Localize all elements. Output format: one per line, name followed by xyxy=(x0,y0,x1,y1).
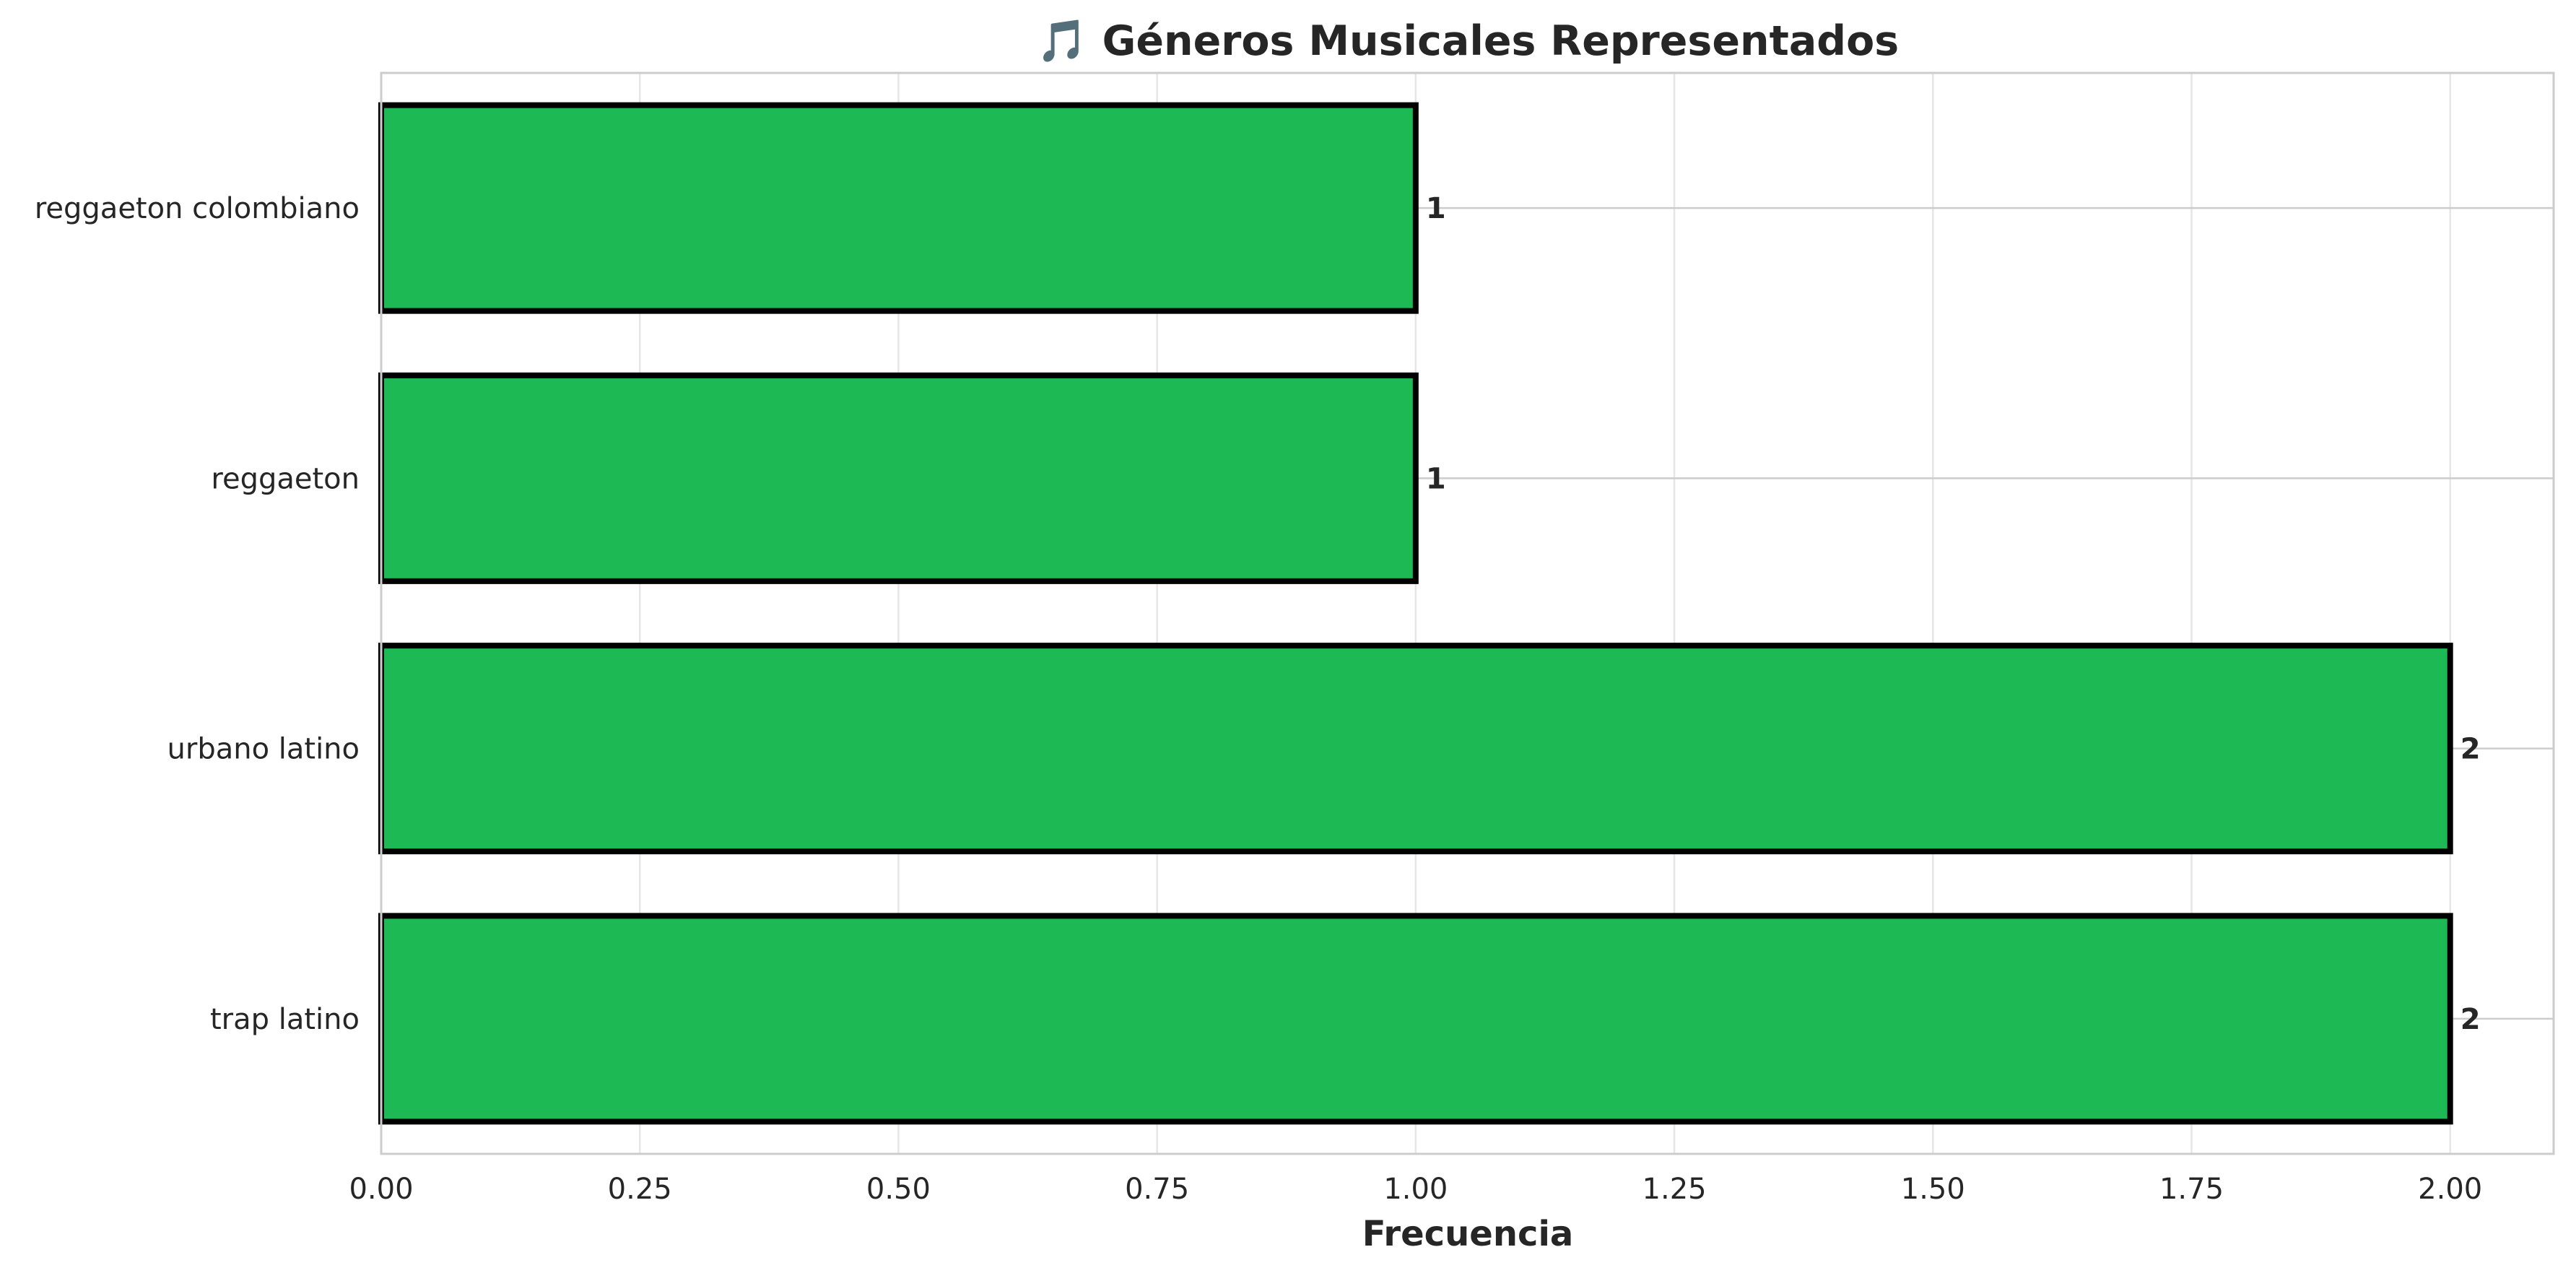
x-tick-label: 1.00 xyxy=(1383,1173,1448,1206)
x-tick-label: 0.75 xyxy=(1125,1173,1189,1206)
y-axis-ticks: reggaeton colombiano reggaeton urbano lati… xyxy=(35,192,360,1036)
y-tick-label: urbano latino xyxy=(167,733,360,766)
bar xyxy=(378,372,1419,584)
y-tick-label: trap latino xyxy=(210,1003,360,1036)
x-tick-label: 2.00 xyxy=(2418,1173,2482,1206)
data-labels: 1 1 2 2 xyxy=(1426,192,2481,1036)
x-tick-label: 1.25 xyxy=(1642,1173,1707,1206)
x-tick-label: 0.50 xyxy=(866,1173,931,1206)
x-tick-label: 1.75 xyxy=(2159,1173,2224,1206)
bar-value-label: 1 xyxy=(1426,192,1446,225)
bar xyxy=(378,913,2453,1125)
bar-value-label: 2 xyxy=(2460,733,2481,766)
x-tick-label: 0.25 xyxy=(608,1173,672,1206)
chart-title: 🎵 Géneros Musicales Representados xyxy=(1037,17,1899,65)
bar xyxy=(378,643,2453,855)
y-tick-label: reggaeton xyxy=(211,462,360,495)
y-tick-label: reggaeton colombiano xyxy=(35,192,360,225)
x-tick-label: 1.50 xyxy=(1901,1173,1965,1206)
x-axis-ticks: 0.00 0.25 0.50 0.75 1.00 1.25 1.50 1.75 2.00 xyxy=(349,1173,2482,1206)
x-axis-title: Frecuencia xyxy=(1362,1214,1574,1254)
bar xyxy=(378,102,1419,314)
x-tick-label: 0.00 xyxy=(349,1173,413,1206)
bar-value-label: 1 xyxy=(1426,462,1446,495)
bars xyxy=(378,102,2453,1125)
bar-value-label: 2 xyxy=(2460,1003,2481,1036)
plot-frame xyxy=(380,71,2555,1155)
